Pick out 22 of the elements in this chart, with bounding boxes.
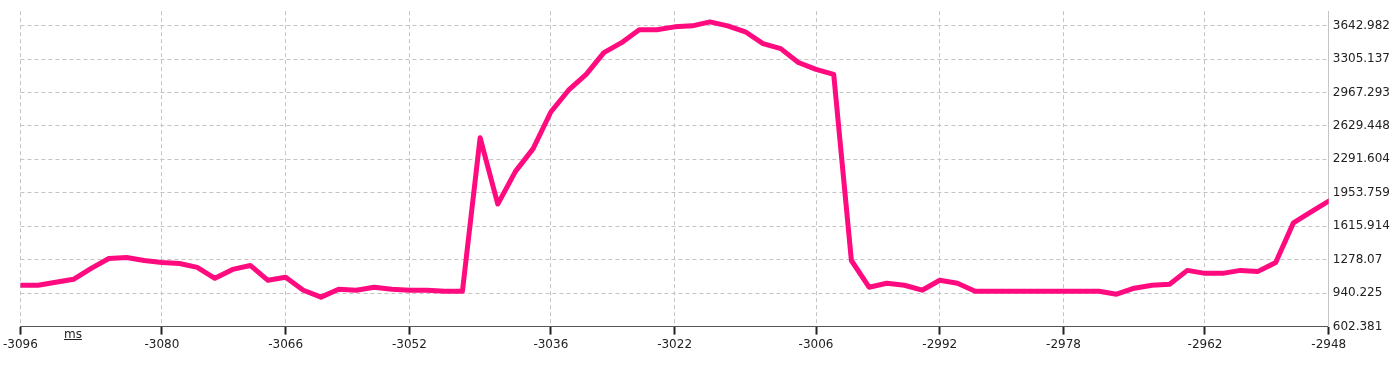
y-tick-label: 2629.448	[1332, 118, 1391, 133]
y-tick-label: 3642.982	[1332, 17, 1391, 32]
x-tick-label: -3096	[3, 336, 38, 351]
y-tick-label: 1278.07	[1332, 251, 1383, 266]
x-tick-label: -3052	[391, 336, 427, 351]
x-tick-label: -2962	[1187, 336, 1223, 351]
y-tick-label: 602.381	[1332, 318, 1383, 333]
x-tick-label: -3066	[268, 336, 304, 351]
x-tick-label: -2978	[1046, 336, 1081, 351]
y-tick-label: 2967.293	[1332, 84, 1391, 99]
x-tick-label: -3036	[533, 336, 569, 351]
x-tick-label: -3080	[144, 336, 180, 351]
y-tick-label: 940.225	[1332, 285, 1383, 300]
x-tick-label: -3022	[657, 336, 693, 351]
x-tick-label: -3006	[798, 336, 834, 351]
y-tick-label: 2291.604	[1332, 151, 1391, 166]
x-axis-title: ms	[64, 327, 82, 341]
x-tick-label: -2992	[922, 336, 958, 351]
x-tick-label: -2948	[1311, 336, 1347, 351]
y-tick-label: 3305.137	[1332, 51, 1391, 66]
y-tick-label: 1615.914	[1332, 218, 1391, 233]
y-tick-label: 1953.759	[1332, 184, 1391, 199]
